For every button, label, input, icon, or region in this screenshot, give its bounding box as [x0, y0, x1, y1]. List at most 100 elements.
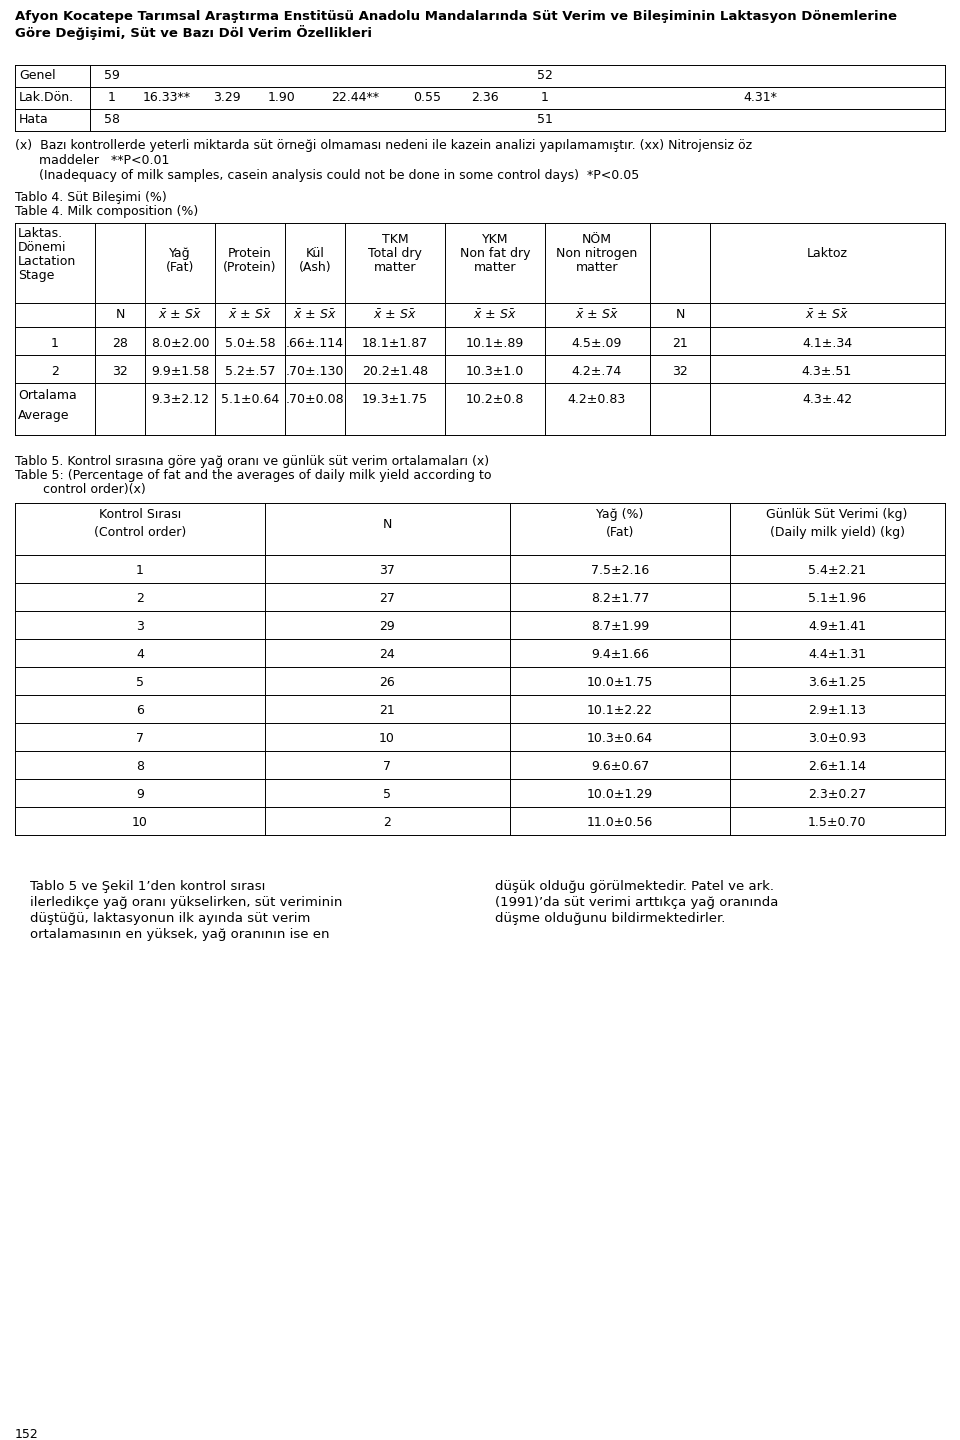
Text: 3.29: 3.29 — [213, 91, 241, 104]
Text: 19.3±1.75: 19.3±1.75 — [362, 393, 428, 406]
Text: TKM: TKM — [382, 233, 408, 246]
Text: 21: 21 — [379, 704, 395, 717]
Text: 4.4±1.31: 4.4±1.31 — [808, 648, 866, 661]
Text: 2: 2 — [136, 592, 144, 605]
Text: 2.6±1.14: 2.6±1.14 — [808, 760, 866, 773]
Text: 9.3±2.12: 9.3±2.12 — [151, 393, 209, 406]
Text: Protein: Protein — [228, 248, 272, 261]
Text: 1: 1 — [541, 91, 549, 104]
Text: 1: 1 — [136, 564, 144, 577]
Text: Hata: Hata — [19, 112, 49, 125]
Text: 4.9±1.41: 4.9±1.41 — [808, 621, 866, 634]
Text: 9: 9 — [136, 788, 144, 801]
Text: 9.9±1.58: 9.9±1.58 — [151, 364, 209, 377]
Text: 5.0±.58: 5.0±.58 — [225, 337, 276, 350]
Text: 4.3±.51: 4.3±.51 — [802, 364, 852, 377]
Text: maddeler   **P<0.01: maddeler **P<0.01 — [15, 154, 169, 167]
Text: (Fat): (Fat) — [166, 261, 194, 274]
Text: 10: 10 — [379, 732, 395, 744]
Text: 4.2±.74: 4.2±.74 — [572, 364, 622, 377]
Text: ortalamasının en yüksek, yağ oranının ise en: ortalamasının en yüksek, yağ oranının is… — [30, 927, 329, 940]
Text: 4.2±0.83: 4.2±0.83 — [568, 393, 626, 406]
Text: matter: matter — [576, 261, 618, 274]
Text: Average: Average — [18, 409, 69, 422]
Text: 2.3±0.27: 2.3±0.27 — [808, 788, 866, 801]
Text: 32: 32 — [112, 364, 128, 377]
Text: 10.1±.89: 10.1±.89 — [466, 337, 524, 350]
Text: Stage: Stage — [18, 269, 55, 282]
Text: 3.0±0.93: 3.0±0.93 — [808, 732, 866, 744]
Text: 37: 37 — [379, 564, 395, 577]
Text: 32: 32 — [672, 364, 688, 377]
Text: 0.55: 0.55 — [413, 91, 441, 104]
Text: Tablo 4. Süt Bileşimi (%): Tablo 4. Süt Bileşimi (%) — [15, 192, 167, 204]
Text: 58: 58 — [104, 112, 120, 125]
Text: 29: 29 — [379, 621, 395, 634]
Text: ilerledikçe yağ oranı yükselirken, süt veriminin: ilerledikçe yağ oranı yükselirken, süt v… — [30, 896, 343, 909]
Text: 8: 8 — [136, 760, 144, 773]
Text: 10.3±0.64: 10.3±0.64 — [587, 732, 653, 744]
Text: Kontrol Sırası: Kontrol Sırası — [99, 508, 181, 521]
Text: Tablo 5. Kontrol sırasına göre yağ oranı ve günlük süt verim ortalamaları (x): Tablo 5. Kontrol sırasına göre yağ oranı… — [15, 455, 490, 468]
Text: 4.3±.42: 4.3±.42 — [802, 393, 852, 406]
Text: 20.2±1.48: 20.2±1.48 — [362, 364, 428, 377]
Text: Lak.Dön.: Lak.Dön. — [19, 91, 74, 104]
Text: 18.1±1.87: 18.1±1.87 — [362, 337, 428, 350]
Text: 1: 1 — [108, 91, 116, 104]
Text: 5.1±0.64: 5.1±0.64 — [221, 393, 279, 406]
Text: 8.2±1.77: 8.2±1.77 — [590, 592, 649, 605]
Text: Laktoz: Laktoz — [806, 248, 848, 261]
Text: 11.0±0.56: 11.0±0.56 — [587, 816, 653, 829]
Text: 5.1±1.96: 5.1±1.96 — [808, 592, 866, 605]
Text: 2: 2 — [383, 816, 391, 829]
Text: Göre Değişimi, Süt ve Bazı Döl Verim Özellikleri: Göre Değişimi, Süt ve Bazı Döl Verim Öze… — [15, 24, 372, 40]
Text: 5.4±2.21: 5.4±2.21 — [808, 564, 866, 577]
Text: 3: 3 — [136, 621, 144, 634]
Text: 28: 28 — [112, 337, 128, 350]
Text: Kül: Kül — [305, 248, 324, 261]
Text: Total dry: Total dry — [368, 248, 422, 261]
Text: 22.44**: 22.44** — [331, 91, 379, 104]
Text: düşük olduğu görülmektedir. Patel ve ark.: düşük olduğu görülmektedir. Patel ve ark… — [495, 880, 774, 893]
Text: 10.0±1.29: 10.0±1.29 — [587, 788, 653, 801]
Text: 2: 2 — [51, 364, 59, 377]
Text: (Ash): (Ash) — [299, 261, 331, 274]
Text: 21: 21 — [672, 337, 688, 350]
Text: 9.6±0.67: 9.6±0.67 — [590, 760, 649, 773]
Text: 4.1±.34: 4.1±.34 — [802, 337, 852, 350]
Text: 1: 1 — [51, 337, 59, 350]
Text: (1991)’da süt verimi arttıkça yağ oranında: (1991)’da süt verimi arttıkça yağ oranın… — [495, 896, 779, 909]
Text: 6: 6 — [136, 704, 144, 717]
Text: (x)  Bazı kontrollerde yeterli miktarda süt örneği olmaması nedeni ile kazein an: (x) Bazı kontrollerde yeterli miktarda s… — [15, 140, 752, 153]
Text: $\bar{x}$ ± $S\bar{x}$: $\bar{x}$ ± $S\bar{x}$ — [228, 308, 272, 321]
Text: (Control order): (Control order) — [94, 526, 186, 539]
Text: 27: 27 — [379, 592, 395, 605]
Text: 1.5±0.70: 1.5±0.70 — [807, 816, 866, 829]
Text: N: N — [382, 518, 392, 531]
Text: 8.7±1.99: 8.7±1.99 — [590, 621, 649, 634]
Text: 59: 59 — [104, 69, 120, 82]
Text: 10.1±2.22: 10.1±2.22 — [587, 704, 653, 717]
Text: Yağ: Yağ — [169, 248, 191, 261]
Text: Non nitrogen: Non nitrogen — [557, 248, 637, 261]
Text: Dönemi: Dönemi — [18, 240, 66, 253]
Text: 5: 5 — [136, 675, 144, 688]
Text: $\bar{x}$ ± $S\bar{x}$: $\bar{x}$ ± $S\bar{x}$ — [373, 308, 417, 321]
Text: 10.3±1.0: 10.3±1.0 — [466, 364, 524, 377]
Text: Tablo 5 ve Şekil 1’den kontrol sırası: Tablo 5 ve Şekil 1’den kontrol sırası — [30, 880, 265, 893]
Text: 9.4±1.66: 9.4±1.66 — [591, 648, 649, 661]
Text: 10.0±1.75: 10.0±1.75 — [587, 675, 653, 688]
Text: control order)(x): control order)(x) — [15, 482, 146, 495]
Text: $\bar{x}$ ± $S\bar{x}$: $\bar{x}$ ± $S\bar{x}$ — [293, 308, 337, 321]
Text: .70±0.08: .70±0.08 — [286, 393, 345, 406]
Text: N: N — [115, 308, 125, 321]
Text: 10.2±0.8: 10.2±0.8 — [466, 393, 524, 406]
Text: 51: 51 — [537, 112, 553, 125]
Text: .70±.130: .70±.130 — [286, 364, 345, 377]
Text: Günlük Süt Verimi (kg): Günlük Süt Verimi (kg) — [766, 508, 908, 521]
Text: Table 4. Milk composition (%): Table 4. Milk composition (%) — [15, 204, 199, 217]
Text: (Inadequacy of milk samples, casein analysis could not be done in some control d: (Inadequacy of milk samples, casein anal… — [15, 168, 639, 181]
Text: 26: 26 — [379, 675, 395, 688]
Text: 4: 4 — [136, 648, 144, 661]
Text: $\bar{x}$ ± $S\bar{x}$: $\bar{x}$ ± $S\bar{x}$ — [805, 308, 849, 321]
